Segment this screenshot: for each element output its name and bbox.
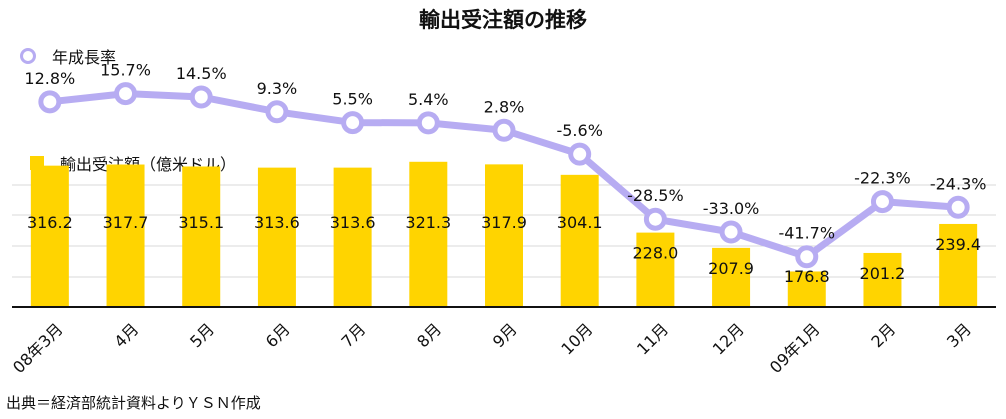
category-label: 7月 — [337, 319, 369, 351]
category-label: 8月 — [413, 319, 445, 351]
category-label: 12月 — [709, 319, 748, 358]
bar — [787, 271, 826, 307]
growth-point — [643, 207, 667, 231]
bar — [409, 161, 448, 307]
bar-value-label: 304.1 — [557, 213, 603, 232]
growth-value-label: 14.5% — [176, 64, 227, 83]
growth-value-label: 15.7% — [100, 61, 151, 80]
bar — [560, 174, 599, 307]
bar-value-label: 239.4 — [935, 235, 981, 254]
bar-value-label: 317.9 — [481, 213, 527, 232]
bar-value-label: 317.7 — [103, 213, 149, 232]
growth-value-label: 2.8% — [484, 97, 525, 116]
growth-point — [492, 118, 516, 142]
bar-value-label: 316.2 — [27, 213, 73, 232]
chart-title: 輸出受注額の推移 — [419, 8, 587, 32]
growth-value-label: -5.6% — [556, 121, 602, 140]
bar-value-label: 321.3 — [405, 213, 451, 232]
bar-value-label: 176.8 — [784, 267, 830, 286]
category-label: 08年3月 — [9, 319, 67, 377]
growth-point — [341, 111, 365, 135]
category-label: 09年1月 — [766, 319, 824, 377]
growth-point — [416, 111, 440, 135]
growth-value-label: 12.8% — [24, 69, 75, 88]
category-label: 9月 — [489, 319, 521, 351]
bar — [636, 232, 675, 307]
growth-value-label: 5.4% — [408, 90, 449, 109]
bar — [106, 164, 145, 307]
growth-point — [795, 245, 819, 269]
growth-value-label: -28.5% — [627, 186, 684, 205]
category-label: 5月 — [186, 319, 218, 351]
bar-value-label: 313.6 — [254, 213, 300, 232]
bar — [485, 164, 523, 307]
bar-value-label: 207.9 — [708, 259, 754, 278]
growth-value-label: 5.5% — [332, 90, 373, 109]
category-label: 4月 — [110, 319, 142, 351]
bar — [182, 166, 221, 307]
bar-value-label: 201.2 — [860, 264, 906, 283]
growth-point — [38, 90, 62, 114]
growth-value-label: -22.3% — [854, 169, 911, 188]
growth-value-label: -41.7% — [778, 224, 835, 243]
bar-value-label: 315.1 — [178, 213, 224, 232]
category-label: 10月 — [557, 319, 596, 358]
bar — [257, 167, 296, 307]
growth-value-label: 9.3% — [257, 79, 298, 98]
legend-growth-rate: 年成長率 — [20, 44, 116, 68]
bar-value-label: 228.0 — [632, 244, 678, 263]
growth-point — [719, 220, 743, 244]
growth-point — [189, 85, 213, 109]
category-label: 2月 — [867, 319, 899, 351]
source-note: 出典＝経済部統計資料よりＹＳＮ作成 — [6, 394, 261, 412]
bar — [712, 247, 751, 307]
growth-point — [946, 195, 970, 219]
bar — [333, 167, 372, 307]
bar — [863, 252, 902, 307]
growth-value-label: -24.3% — [930, 174, 987, 193]
bar — [30, 165, 69, 307]
growth-point — [265, 100, 289, 124]
bar — [939, 223, 978, 307]
legend-growth-rate-label: 年成長率 — [52, 48, 117, 67]
line-marker-icon — [20, 48, 36, 64]
growth-point — [568, 142, 592, 166]
category-label: 3月 — [943, 319, 975, 351]
growth-value-label: -33.0% — [703, 199, 760, 218]
growth-point — [114, 82, 138, 106]
category-label: 11月 — [633, 319, 672, 358]
growth-point — [870, 190, 894, 214]
category-label: 6月 — [262, 319, 294, 351]
bar-value-label: 313.6 — [330, 213, 376, 232]
